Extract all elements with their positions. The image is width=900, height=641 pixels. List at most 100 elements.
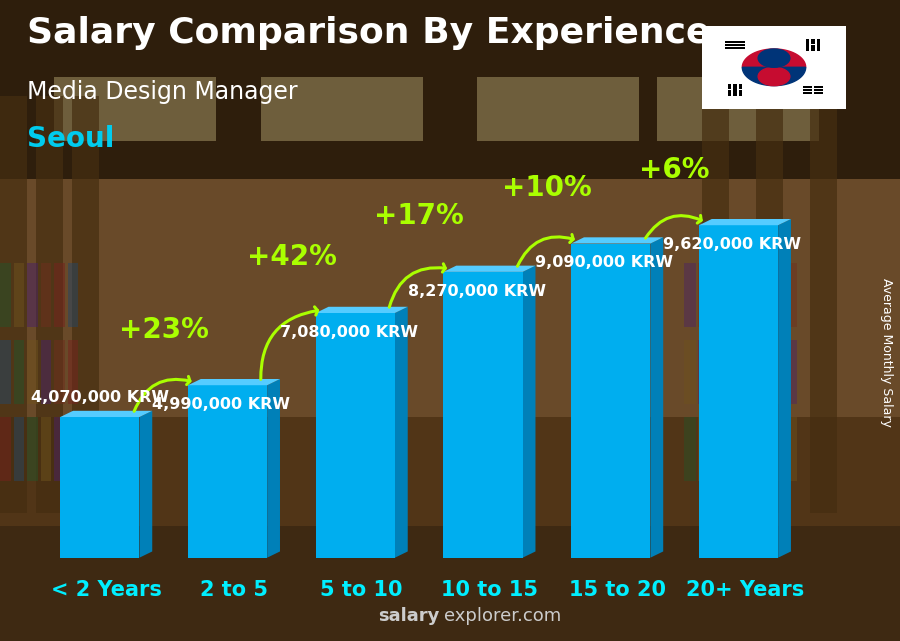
- Bar: [770, 263, 782, 327]
- Bar: [27, 417, 38, 481]
- Bar: [316, 313, 395, 558]
- Bar: [785, 417, 796, 481]
- Bar: [0, 417, 11, 481]
- Bar: [727, 263, 739, 327]
- Bar: [60, 417, 140, 558]
- Polygon shape: [140, 411, 152, 558]
- Text: Seoul: Seoul: [27, 125, 114, 153]
- Bar: [657, 77, 819, 141]
- Polygon shape: [811, 39, 814, 44]
- Polygon shape: [725, 44, 745, 46]
- Text: 10 to 15: 10 to 15: [441, 579, 538, 599]
- Bar: [770, 417, 782, 481]
- Polygon shape: [742, 67, 806, 86]
- Bar: [572, 244, 651, 558]
- Bar: [261, 77, 423, 141]
- Bar: [0, 263, 11, 327]
- Polygon shape: [725, 40, 745, 43]
- Bar: [72, 96, 99, 513]
- Polygon shape: [739, 84, 742, 89]
- Polygon shape: [444, 265, 536, 272]
- Polygon shape: [651, 237, 663, 558]
- Bar: [0, 417, 900, 641]
- Text: 20+ Years: 20+ Years: [686, 579, 804, 599]
- Bar: [742, 263, 753, 327]
- Text: salary: salary: [378, 607, 439, 625]
- Text: 5 to 10: 5 to 10: [320, 579, 403, 599]
- Bar: [0, 179, 900, 417]
- Bar: [698, 417, 710, 481]
- Bar: [0, 526, 900, 641]
- Polygon shape: [816, 39, 820, 51]
- Text: 15 to 20: 15 to 20: [569, 579, 666, 599]
- Bar: [54, 340, 65, 404]
- Text: Average Monthly Salary: Average Monthly Salary: [880, 278, 893, 427]
- Bar: [40, 263, 51, 327]
- Bar: [713, 417, 725, 481]
- Bar: [698, 340, 710, 404]
- Bar: [36, 96, 63, 513]
- Bar: [27, 263, 38, 327]
- Bar: [699, 225, 778, 558]
- Bar: [698, 263, 710, 327]
- Text: 4,990,000 KRW: 4,990,000 KRW: [152, 397, 290, 412]
- Polygon shape: [803, 88, 812, 91]
- Bar: [684, 417, 696, 481]
- Bar: [0, 0, 900, 179]
- Text: < 2 Years: < 2 Years: [50, 579, 162, 599]
- Polygon shape: [739, 90, 742, 96]
- Bar: [684, 263, 696, 327]
- Polygon shape: [803, 92, 812, 94]
- Bar: [756, 96, 783, 513]
- Polygon shape: [572, 237, 663, 244]
- Polygon shape: [316, 307, 408, 313]
- Circle shape: [758, 67, 790, 86]
- Polygon shape: [523, 265, 536, 558]
- Bar: [68, 417, 78, 481]
- Text: 7,080,000 KRW: 7,080,000 KRW: [280, 325, 418, 340]
- Polygon shape: [814, 92, 823, 94]
- Text: 2 to 5: 2 to 5: [200, 579, 268, 599]
- Bar: [27, 340, 38, 404]
- Bar: [702, 96, 729, 513]
- Bar: [713, 263, 725, 327]
- Bar: [14, 417, 24, 481]
- Text: +10%: +10%: [502, 174, 592, 202]
- Polygon shape: [188, 379, 280, 385]
- Bar: [713, 340, 725, 404]
- Bar: [785, 263, 796, 327]
- Bar: [756, 263, 768, 327]
- Bar: [54, 263, 65, 327]
- Bar: [0, 340, 11, 404]
- Polygon shape: [728, 84, 732, 89]
- Polygon shape: [725, 47, 745, 49]
- Bar: [727, 417, 739, 481]
- Bar: [727, 340, 739, 404]
- Polygon shape: [395, 307, 408, 558]
- Bar: [756, 417, 768, 481]
- Bar: [40, 417, 51, 481]
- Bar: [188, 385, 267, 558]
- Polygon shape: [728, 90, 732, 96]
- Bar: [770, 340, 782, 404]
- Text: 9,090,000 KRW: 9,090,000 KRW: [536, 256, 673, 271]
- Bar: [756, 340, 768, 404]
- Text: explorer.com: explorer.com: [444, 607, 561, 625]
- Text: 9,620,000 KRW: 9,620,000 KRW: [663, 237, 801, 252]
- Text: 4,070,000 KRW: 4,070,000 KRW: [31, 390, 169, 405]
- Text: Salary Comparison By Experience: Salary Comparison By Experience: [27, 16, 710, 50]
- Text: +42%: +42%: [247, 244, 337, 271]
- Bar: [477, 77, 639, 141]
- Bar: [54, 77, 216, 141]
- Polygon shape: [742, 49, 806, 67]
- Polygon shape: [811, 46, 814, 51]
- Polygon shape: [814, 86, 823, 88]
- Bar: [40, 340, 51, 404]
- Polygon shape: [778, 219, 791, 558]
- Text: +17%: +17%: [374, 202, 464, 230]
- Circle shape: [758, 49, 790, 67]
- Text: +23%: +23%: [119, 315, 209, 344]
- Bar: [684, 340, 696, 404]
- Text: Media Design Manager: Media Design Manager: [27, 80, 298, 104]
- Bar: [54, 417, 65, 481]
